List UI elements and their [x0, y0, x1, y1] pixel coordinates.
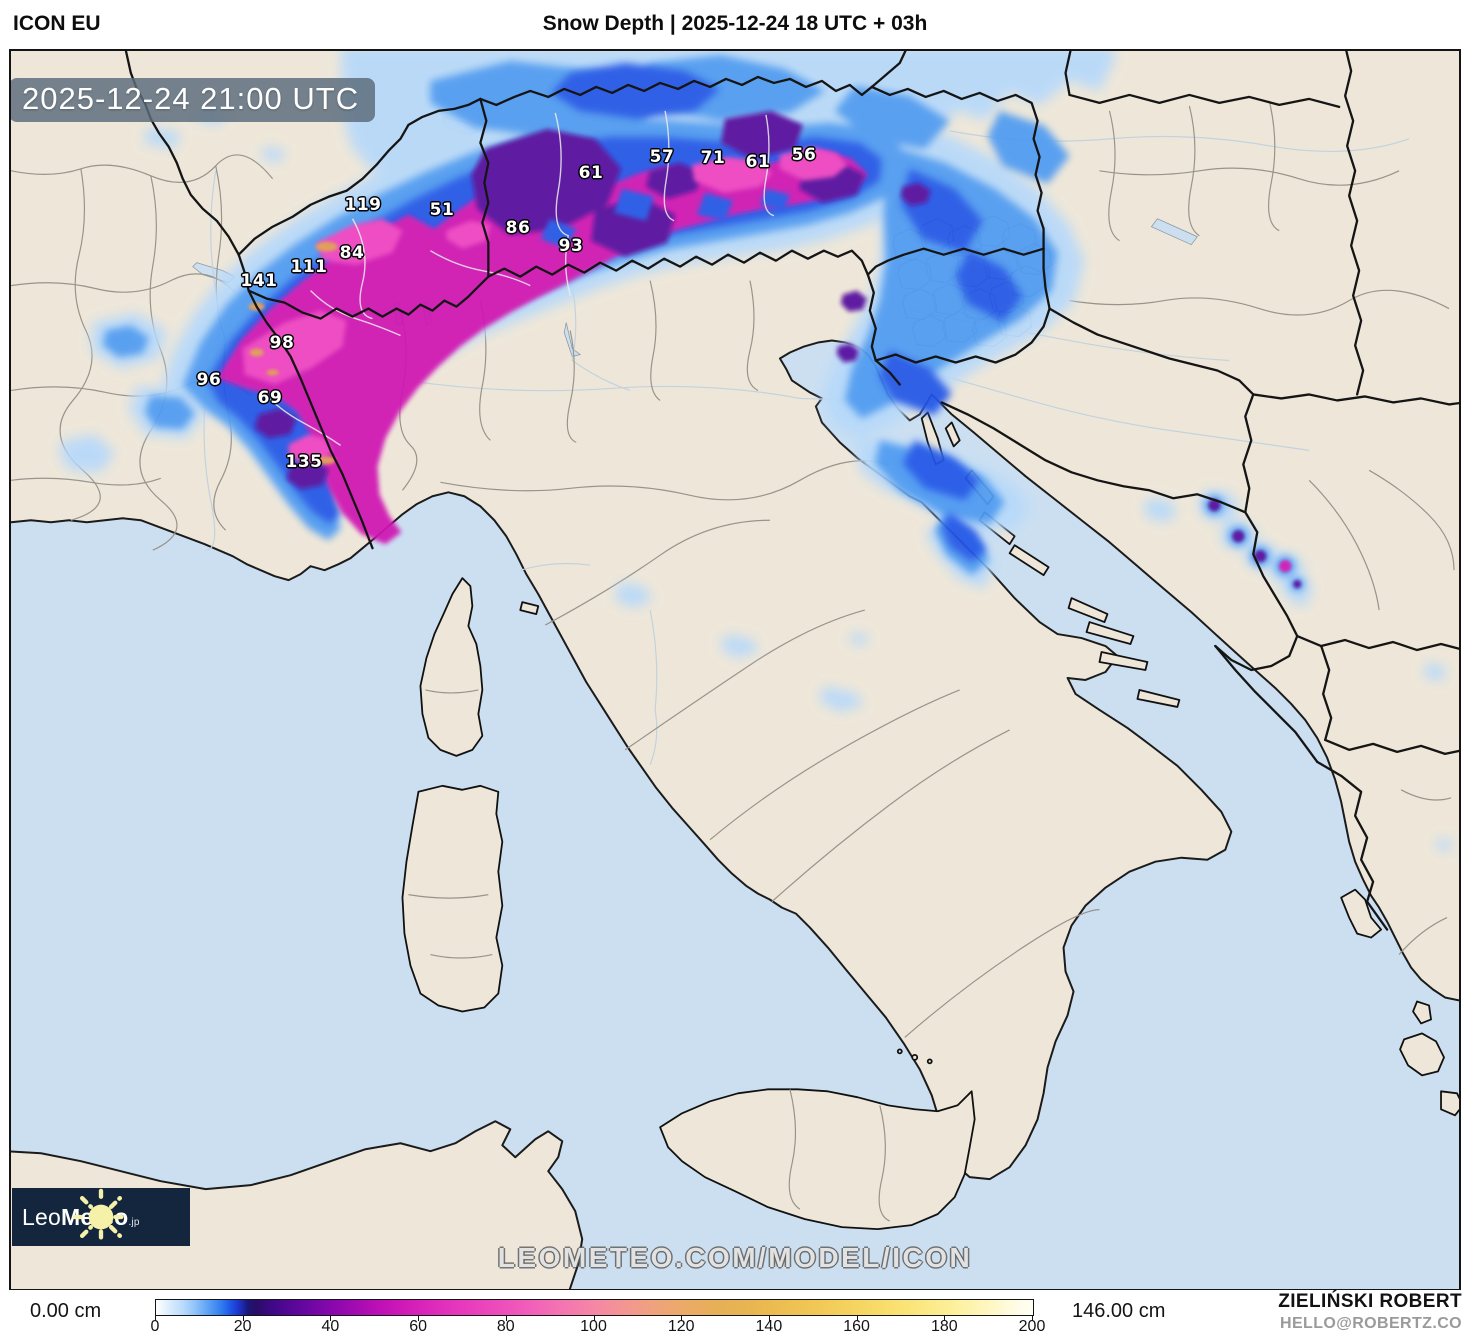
- colorbar-tick-label: 20: [233, 1318, 252, 1335]
- author-name: ZIELIŃSKI ROBERT: [1278, 1291, 1462, 1312]
- colorbar-tick-label: 60: [409, 1318, 427, 1335]
- colorbar-tick-label: 0: [150, 1318, 160, 1335]
- colorbar-tick: [593, 1315, 595, 1321]
- colorbar-tick: [681, 1315, 683, 1321]
- snow-value-label: 84: [339, 243, 365, 263]
- landmass-africa: [11, 1120, 584, 1289]
- author-email: HELLO@ROBERTZ.CO: [1280, 1315, 1462, 1332]
- colorbar-tick-label: 160: [843, 1318, 870, 1335]
- colorbar-tick-label: 100: [580, 1318, 607, 1335]
- model-name: ICON EU: [13, 12, 101, 35]
- island-corsica: [419, 577, 484, 757]
- colorbar-tick-label: 180: [930, 1318, 958, 1335]
- forecast-map: 2025-12-24 21:00 UTC 61 57 71 61 56 119 51 86 93…: [9, 49, 1461, 1291]
- sun-icon: [72, 1188, 130, 1246]
- legend-max-value: 146.00 cm: [1072, 1300, 1166, 1322]
- map-canvas: [11, 51, 1459, 1289]
- header-bar: ICON EU Snow Depth | 2025-12-24 18 UTC +…: [0, 0, 1470, 48]
- region-borders-over-snow: [260, 110, 775, 446]
- snow-value-label: 57: [649, 147, 675, 167]
- colorbar-tick-label: 120: [667, 1318, 695, 1335]
- legend-bar: 0.00 cm 0 20 40 60 80 100 120 140 160 180 200 146.…: [0, 1290, 1470, 1338]
- snow-value-label: 135: [285, 452, 323, 472]
- snow-value-label: 96: [196, 370, 222, 390]
- colorbar-tick: [768, 1315, 770, 1321]
- colorbar-tick: [505, 1315, 507, 1321]
- colorbar-tick-label: 80: [496, 1318, 515, 1335]
- colorbar: [155, 1299, 1034, 1316]
- timestamp-overlay: 2025-12-24 21:00 UTC: [11, 78, 376, 122]
- snow-value-label: 111: [290, 257, 328, 277]
- snow-value-label: 71: [700, 148, 726, 168]
- snow-value-label: 86: [505, 218, 531, 238]
- watermark: LEOMETEO.COM/MODEL/ICON: [497, 1242, 973, 1273]
- legend-min-value: 0.00 cm: [30, 1300, 102, 1322]
- colorbar-tick: [418, 1315, 420, 1321]
- snow-value-label: 119: [344, 195, 382, 215]
- colorbar-tick: [944, 1315, 946, 1321]
- island-sicily: [659, 1088, 976, 1230]
- colorbar-tick: [330, 1315, 332, 1321]
- colorbar-tick: [242, 1315, 244, 1321]
- snow-value-label: 56: [791, 145, 817, 165]
- snow-value-label: 93: [558, 236, 584, 256]
- snow-value-label: 141: [240, 271, 278, 291]
- snow-value-label: 69: [257, 388, 283, 408]
- island-elba: [519, 601, 540, 615]
- snow-value-label: 61: [745, 152, 771, 172]
- islands-greece: [1340, 888, 1459, 1117]
- snow-value-label: 98: [269, 333, 295, 353]
- leometeo-logo: LeoMeteo.jp: [12, 1188, 190, 1246]
- snow-value-label: 61: [578, 163, 604, 183]
- snow-depth-field: [58, 51, 1454, 852]
- colorbar-tick-label: 40: [321, 1318, 340, 1335]
- snow-value-label: 51: [429, 200, 455, 220]
- colorbar-tick: [856, 1315, 858, 1321]
- colorbar-tick: [1032, 1315, 1033, 1321]
- colorbar-tick: [155, 1315, 156, 1321]
- page-title: Snow Depth | 2025-12-24 18 UTC + 03h: [542, 12, 928, 35]
- islands-aeolian: [896, 1048, 933, 1065]
- colorbar-tick-label: 140: [755, 1318, 783, 1335]
- snow-spots-bosnia: [1208, 499, 1302, 589]
- colorbar-tick-label: 200: [1018, 1318, 1046, 1335]
